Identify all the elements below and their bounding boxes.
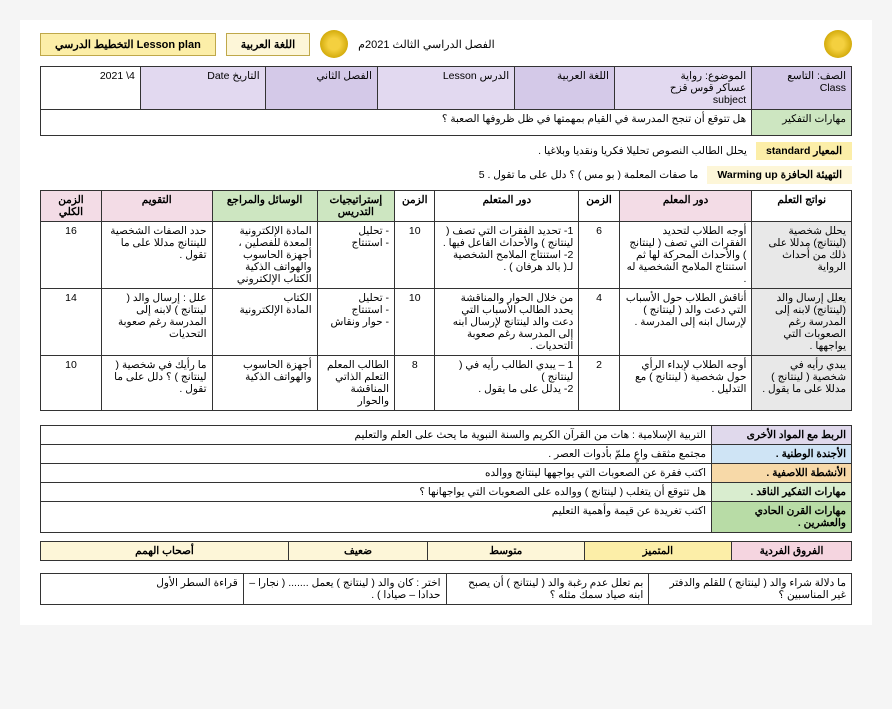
cell-eval: ما رأيك في شخصية ( لينتانج ) ؟ دلل على م…: [101, 356, 212, 411]
standard-text: يحلل الطالب النصوص تحليلا فكريا ونقديا و…: [532, 142, 753, 160]
cell-t1: 2: [579, 356, 619, 411]
table-row: يحلل شخصية (لينتانج) مدللا على ذلك من أح…: [41, 222, 852, 289]
cell-t2: 10: [395, 289, 435, 356]
thinking-label: مهارات التفكير: [752, 110, 852, 136]
class-en: Class: [757, 82, 846, 94]
link-label: الأنشطة اللاصفية .: [712, 464, 852, 483]
links-table: الربط مع المواد الأخرىالتربية الإسلامية …: [40, 425, 852, 533]
cell-strategy: - تحليل - استنتاج - حوار ونقاش: [317, 289, 394, 356]
topic-label: الموضوع: رواية: [620, 70, 746, 82]
link-val: التربية الإسلامية : هات من القرآن الكريم…: [41, 426, 712, 445]
cell-total: 10: [41, 356, 102, 411]
cell-resources: المادة الإلكترونية المعدة للفصلين ، أجهز…: [212, 222, 317, 289]
plan-table: نواتج التعلم دور المعلم الزمن دور المتعل…: [40, 190, 852, 411]
date-label: التاريخ Date: [140, 67, 265, 110]
cell-teacher: أناقش الطلاب حول الأسباب التي دعت والد (…: [619, 289, 752, 356]
col-t2: الزمن: [395, 191, 435, 222]
level-3: ضعيف: [289, 542, 428, 561]
col-eval: التقويم: [101, 191, 212, 222]
level-1: المتميز: [584, 542, 731, 561]
date-val: 4\ 2021: [41, 67, 141, 110]
cell-teacher: أوجه الطلاب لإبداء الرأي حول شخصية ( لين…: [619, 356, 752, 411]
col-outcome: نواتج التعلم: [752, 191, 852, 222]
table-row: يعلل إرسال والد (لينتانج) لابنه إلى المد…: [41, 289, 852, 356]
topic-val: عساكر قوس قزح: [620, 82, 746, 94]
cell-learner: من خلال الحوار والمناقشة يحدد الطالب الأ…: [435, 289, 579, 356]
link-label: الأجندة الوطنية .: [712, 445, 852, 464]
cell-t1: 4: [579, 289, 619, 356]
subject-pill: اللغة العربية: [226, 33, 310, 56]
cell-learner: 1 – يبدي الطالب رأيه في ( لينتانج ) 2- ي…: [435, 356, 579, 411]
cell-teacher: أوجه الطلاب لتحديد الفقرات التي تصف ( لي…: [619, 222, 752, 289]
standard-chip: المعيار standard: [756, 142, 852, 160]
questions-table: ما دلالة شراء والد ( لينتانج ) للقلم وال…: [40, 573, 852, 605]
link-label: الربط مع المواد الأخرى: [712, 426, 852, 445]
cell-outcome: يحلل شخصية (لينتانج) مدللا على ذلك من أح…: [752, 222, 852, 289]
cell-total: 14: [41, 289, 102, 356]
col-strategy: إستراتيجيات التدريس: [317, 191, 394, 222]
cell-outcome: يبدي رأيه في شخصية ( لينتانج ) مدللا على…: [752, 356, 852, 411]
cell-t1: 6: [579, 222, 619, 289]
link-val: اكتب فقرة عن الصعوبات التي يواجهها لينتا…: [41, 464, 712, 483]
q1: ما دلالة شراء والد ( لينتانج ) للقلم وال…: [649, 574, 852, 605]
col-total: الزمن الكلي: [41, 191, 102, 222]
level-2: متوسط: [427, 542, 584, 561]
cell-t2: 10: [395, 222, 435, 289]
cell-strategy: - تحليل - استنتاج: [317, 222, 394, 289]
q2: بم تعلل عدم رغبة والد ( لينتانج ) أن يصب…: [446, 574, 649, 605]
thinking-q: هل تتوقع أن تنجح المدرسة في القيام بمهمت…: [41, 110, 752, 136]
cell-outcome: يعلل إرسال والد (لينتانج) لابنه إلى المد…: [752, 289, 852, 356]
col-teacher: دور المعلم: [619, 191, 752, 222]
cell-resources: أجهزة الحاسوب والهواتف الذكية: [212, 356, 317, 411]
col-learner: دور المتعلم: [435, 191, 579, 222]
info-table: الصف: التاسع Class الموضوع: رواية عساكر …: [40, 66, 852, 136]
cell-learner: 1- تحديد الفقرات التي تصف ( لينتانج ) وا…: [435, 222, 579, 289]
warmup-text: ما صفات المعلمة ( بو مس ) ؟ دلل على ما ت…: [473, 166, 705, 184]
col-t1: الزمن: [579, 191, 619, 222]
table-row: يبدي رأيه في شخصية ( لينتانج ) مدللا على…: [41, 356, 852, 411]
emblem-center: [320, 30, 348, 58]
lesson-label: الدرس Lesson: [377, 67, 514, 110]
level-4: أصحاب الهمم: [41, 542, 289, 561]
cell-t2: 8: [395, 356, 435, 411]
emblem-right: [824, 30, 852, 58]
semester-text: الفصل الدراسي الثالث 2021م: [358, 38, 494, 51]
link-val: اكتب تغريدة عن قيمة وأهمية التعليم: [41, 502, 712, 533]
q4: قراءة السطر الأول: [41, 574, 244, 605]
cell-total: 16: [41, 222, 102, 289]
warmup-chip: التهيئة الحافزة Warming up: [707, 166, 852, 184]
cell-strategy: الطالب المعلم التعلم الذاتي المناقشة وال…: [317, 356, 394, 411]
link-val: مجتمع مثقف واعٍ ملمّ بأدوات العصر .: [41, 445, 712, 464]
link-val: هل تتوقع أن يتغلب ( لينتانج ) ووالده على…: [41, 483, 712, 502]
cell-eval: علل : إرسال والد ( لينتانج ) لابنه إلى ا…: [101, 289, 212, 356]
subject-en: subject: [620, 94, 746, 106]
lang-cell: اللغة العربية: [515, 67, 615, 110]
levels-label: الفروق الفردية: [732, 542, 852, 561]
levels-table: الفروق الفردية المتميز متوسط ضعيف أصحاب …: [40, 541, 852, 561]
col-resources: الوسائل والمراجع: [212, 191, 317, 222]
cell-resources: الكتاب المادة الإلكترونية: [212, 289, 317, 356]
class-ar: الصف: التاسع: [757, 70, 846, 82]
q3: اختر : كان والد ( لينتانج ) يعمل .......…: [243, 574, 446, 605]
lesson-plan-pill: Lesson plan التخطيط الدرسي: [40, 33, 216, 56]
cell-eval: حدد الصفات الشخصية للينتانج مدللا على ما…: [101, 222, 212, 289]
chapter: الفصل الثاني: [265, 67, 377, 110]
link-label: مهارات التفكير الناقد .: [712, 483, 852, 502]
link-label: مهارات القرن الحادي والعشرين .: [712, 502, 852, 533]
